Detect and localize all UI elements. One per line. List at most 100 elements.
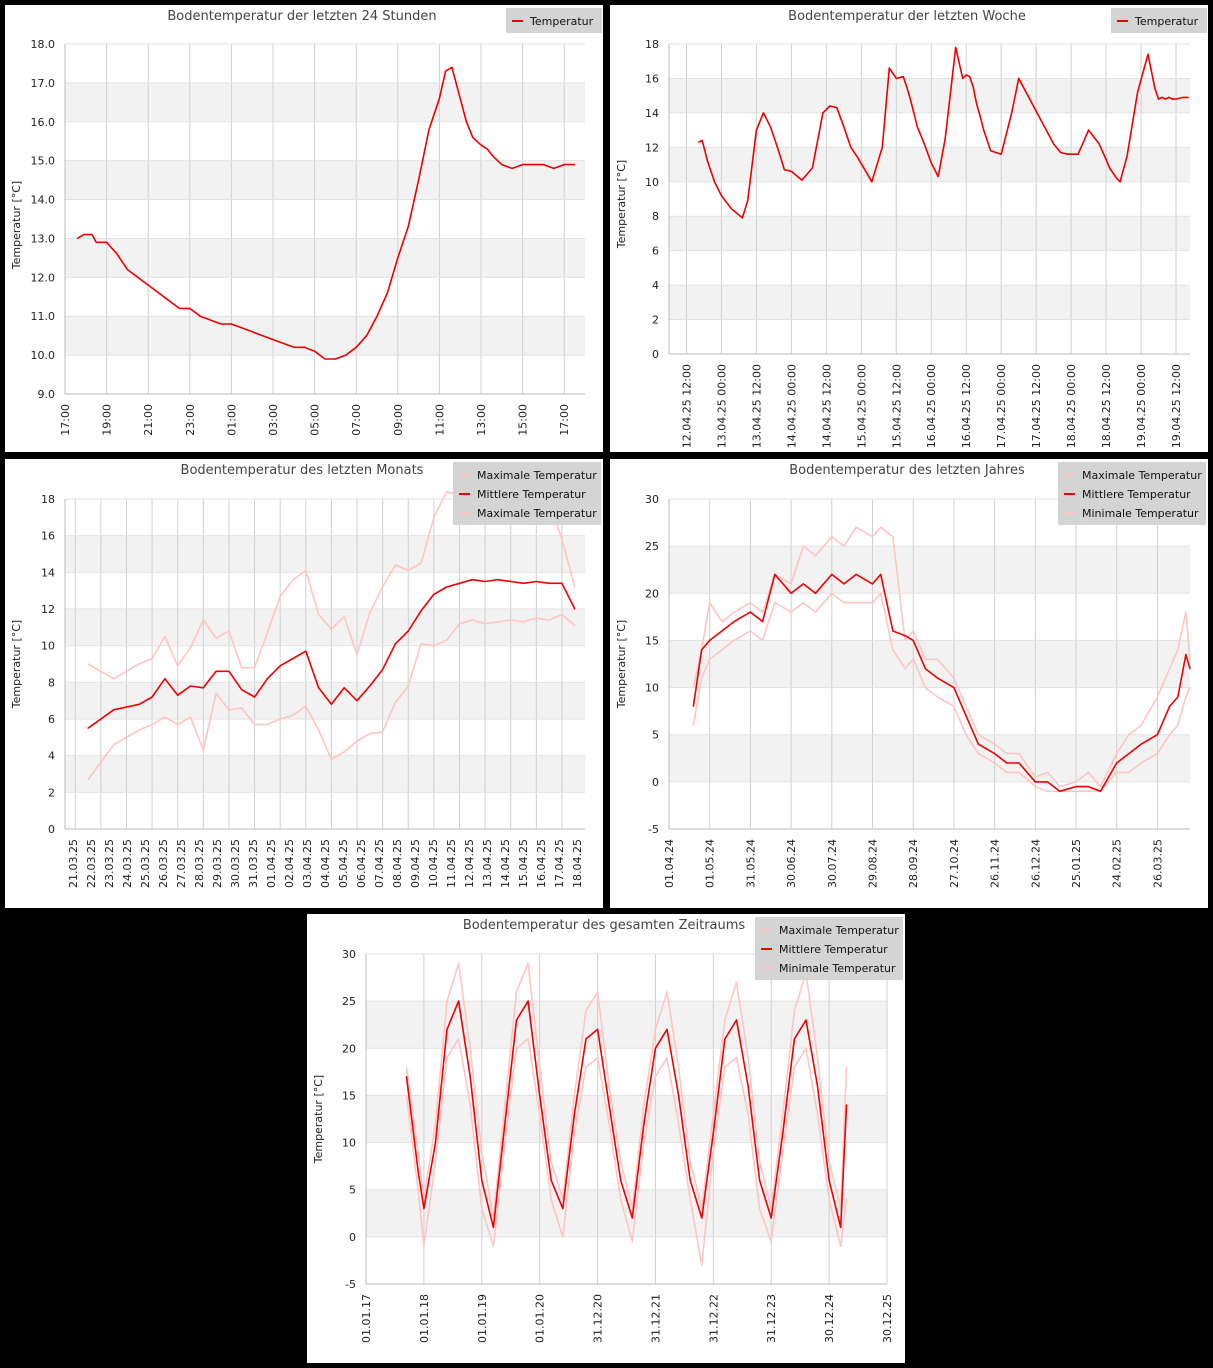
data-point [712,1113,714,1115]
data-point [138,729,140,731]
data-point [343,687,345,689]
x-tick-label: 03.04.25 [301,839,314,888]
data-point [692,724,695,726]
data-point [944,138,946,140]
data-point [814,554,817,557]
data-point [418,179,420,181]
legend-label: Maximale Temperatur [779,924,899,937]
data-point [562,1236,564,1238]
data-point [962,77,964,80]
data-point [113,678,115,680]
grid-band [669,216,1190,251]
data-point [840,1245,842,1247]
data-point [759,1179,761,1181]
data-point [790,170,792,173]
x-tick-label: 03:00 [267,404,280,436]
data-point [445,70,447,72]
data-point [678,1066,680,1068]
y-tick-label: 4 [652,279,659,292]
data-point [548,582,550,584]
data-point [151,657,153,660]
plot-area: 9.0 10.0 11.0 12.0 13.0 14.0 15.0 16.0 17.0 18.0 1… [31,38,585,436]
data-point [965,74,967,76]
data-point [904,668,906,670]
data-point [733,611,735,613]
legend-label: Maximale Temperatur [477,469,597,482]
data-point [394,701,397,704]
x-tick-label: 01:00 [225,404,238,436]
data-point [1116,752,1118,755]
data-point [266,678,268,680]
data-point [465,121,468,123]
data-point [220,323,222,325]
data-point [762,639,764,642]
data-point [762,112,765,114]
data-point [912,639,914,642]
data-point [151,723,153,726]
data-point [177,723,179,726]
y-tick-label: 4 [48,750,55,763]
data-point [87,727,89,729]
data-point [189,716,192,718]
data-point [574,163,576,166]
legend-label: Mittlere Temperatur [1082,488,1191,501]
data-point [215,692,217,694]
x-tick-label: 17.04.25 00:00 [995,364,1008,448]
data-point [790,592,792,594]
data-point [486,148,488,150]
y-tick-label: 25 [342,995,356,1008]
x-tick-label: 01.05.24 [704,839,717,888]
data-point [643,1104,645,1106]
x-tick-label: 29.03.25 [211,839,224,888]
data-point [706,160,709,162]
data-point [1046,790,1049,792]
data-point [828,1160,830,1163]
x-tick-label: 13.04.25 [481,839,494,888]
data-point [330,758,333,760]
data-point [369,612,371,614]
data-point [1128,734,1130,736]
chart-all: Bodentemperatur des gesamten Zeitraums T… [312,917,903,1343]
x-tick-label: 26.11.24 [989,839,1002,888]
x-tick-label: 16.04.25 12:00 [960,364,973,448]
data-point [272,338,274,341]
x-tick-label: 31.03.25 [247,839,260,888]
x-tick-label: 30.07.24 [826,839,839,888]
x-tick-label: 28.09.24 [907,839,920,888]
data-point [701,139,703,142]
data-point [631,1207,633,1210]
data-point [802,545,804,547]
data-point [511,167,513,170]
data-point [562,1207,564,1210]
data-point [845,1198,848,1200]
data-point [266,723,268,726]
data-point [405,1094,408,1097]
data-point [1087,790,1089,792]
data-point [202,687,204,689]
y-tick-label: 16 [41,530,55,543]
data-point [608,1123,610,1125]
data-point [210,319,212,321]
data-point [937,677,939,679]
data-point [1116,771,1118,774]
legend-label: Minimale Temperatur [779,962,896,975]
data-point [527,1038,529,1040]
y-tick-label: 5 [652,729,659,742]
data-point [164,678,166,680]
data-point [709,639,711,642]
legend: Maximale Temperatur Mittlere Temperatur Mi… [755,917,903,980]
data-point [923,143,925,145]
data-point [1185,653,1187,656]
y-tick-label: 9.0 [38,388,56,401]
data-point [91,233,93,236]
x-tick-label: 16.04.25 00:00 [925,364,938,448]
data-point [770,1240,772,1243]
data-point [1059,785,1061,788]
data-point [811,167,813,169]
x-tick-label: 09.04.25 [409,839,422,888]
data-point [126,268,128,271]
data-point [713,181,716,183]
data-point [724,1019,726,1021]
y-tick-label: 30 [645,493,659,506]
data-point [95,241,97,243]
